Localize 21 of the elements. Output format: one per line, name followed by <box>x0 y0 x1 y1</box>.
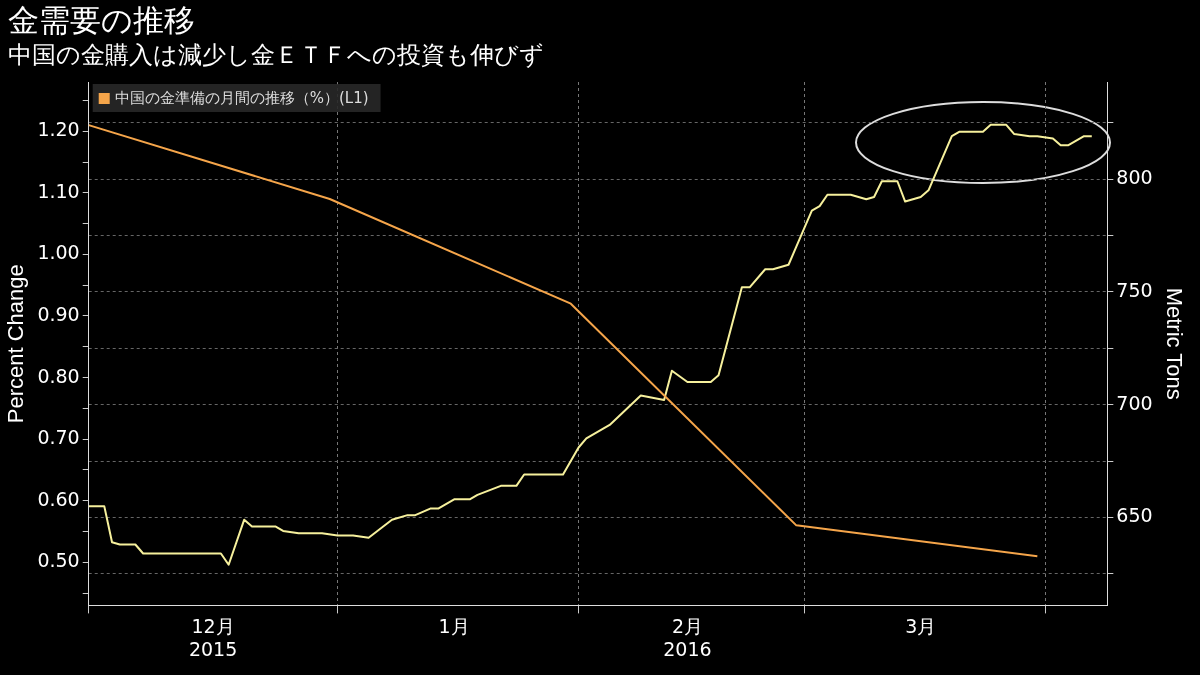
x-tick-label: 3月 <box>905 614 937 637</box>
y2-tick-label: 750 <box>1116 278 1153 301</box>
y2-axis-title: Metric Tons <box>1161 287 1187 400</box>
x-tick-label: 2月 2016 <box>663 614 712 660</box>
y-tick-label: 1.10 <box>37 179 80 202</box>
y-tick-label: 0.70 <box>37 426 80 449</box>
chart-title: 金需要の推移 <box>8 2 195 38</box>
y-tick-label: 1.20 <box>37 118 80 141</box>
x-tick-label: 12月 2015 <box>188 614 238 660</box>
y-tick-label: 0.60 <box>37 487 80 510</box>
y2-tick-label: 650 <box>1116 504 1153 527</box>
y2-tick-label: 800 <box>1116 165 1153 188</box>
x-tick-label: 1月 <box>438 614 470 637</box>
y-tick-label: 1.00 <box>37 241 80 264</box>
chart-subtitle: 中国の金購入は減少し金ＥＴＦへの投資も伸びず <box>8 40 544 70</box>
y-tick-label: 0.50 <box>37 549 80 572</box>
y-tick-label: 0.80 <box>37 364 80 387</box>
legend-label: 中国の金準備の月間の推移（%）(L1) <box>114 88 369 107</box>
y2-tick-label: 700 <box>1116 391 1153 414</box>
y-tick-label: 0.90 <box>37 302 80 325</box>
y-axis-title: Percent Change <box>3 264 29 424</box>
